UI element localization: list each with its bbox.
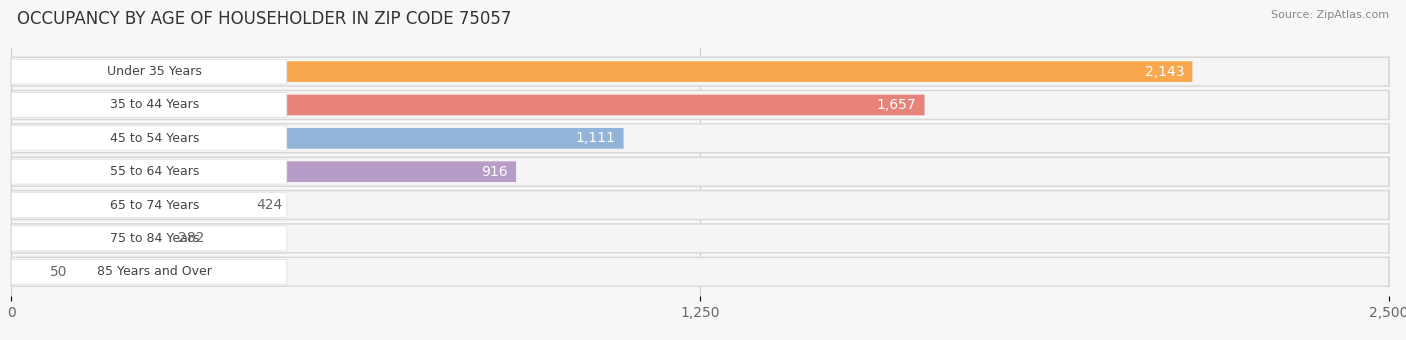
FancyBboxPatch shape bbox=[13, 91, 1388, 119]
FancyBboxPatch shape bbox=[11, 191, 1389, 219]
FancyBboxPatch shape bbox=[13, 58, 1388, 85]
FancyBboxPatch shape bbox=[11, 128, 624, 149]
Text: 45 to 54 Years: 45 to 54 Years bbox=[110, 132, 200, 145]
Text: 916: 916 bbox=[481, 165, 508, 179]
FancyBboxPatch shape bbox=[11, 226, 287, 251]
Text: 50: 50 bbox=[49, 265, 67, 279]
FancyBboxPatch shape bbox=[11, 257, 1389, 286]
FancyBboxPatch shape bbox=[11, 61, 1192, 82]
Text: 424: 424 bbox=[256, 198, 283, 212]
Text: 85 Years and Over: 85 Years and Over bbox=[97, 265, 212, 278]
FancyBboxPatch shape bbox=[11, 195, 245, 216]
Text: OCCUPANCY BY AGE OF HOUSEHOLDER IN ZIP CODE 75057: OCCUPANCY BY AGE OF HOUSEHOLDER IN ZIP C… bbox=[17, 10, 512, 28]
Text: 65 to 74 Years: 65 to 74 Years bbox=[110, 199, 200, 211]
FancyBboxPatch shape bbox=[11, 95, 925, 115]
Text: 1,657: 1,657 bbox=[876, 98, 917, 112]
Text: 35 to 44 Years: 35 to 44 Years bbox=[110, 99, 200, 112]
FancyBboxPatch shape bbox=[11, 228, 167, 249]
FancyBboxPatch shape bbox=[11, 261, 39, 282]
FancyBboxPatch shape bbox=[11, 159, 287, 184]
FancyBboxPatch shape bbox=[11, 91, 1389, 119]
FancyBboxPatch shape bbox=[11, 126, 287, 151]
FancyBboxPatch shape bbox=[13, 125, 1388, 152]
FancyBboxPatch shape bbox=[11, 193, 287, 217]
FancyBboxPatch shape bbox=[11, 59, 287, 84]
FancyBboxPatch shape bbox=[11, 162, 516, 182]
FancyBboxPatch shape bbox=[13, 225, 1388, 252]
FancyBboxPatch shape bbox=[11, 259, 287, 284]
Text: Source: ZipAtlas.com: Source: ZipAtlas.com bbox=[1271, 10, 1389, 20]
FancyBboxPatch shape bbox=[11, 92, 287, 117]
Text: 282: 282 bbox=[177, 232, 204, 245]
Text: 55 to 64 Years: 55 to 64 Years bbox=[110, 165, 200, 178]
FancyBboxPatch shape bbox=[11, 157, 1389, 186]
Text: 75 to 84 Years: 75 to 84 Years bbox=[110, 232, 200, 245]
FancyBboxPatch shape bbox=[11, 224, 1389, 253]
FancyBboxPatch shape bbox=[11, 57, 1389, 86]
Text: 1,111: 1,111 bbox=[575, 131, 616, 145]
FancyBboxPatch shape bbox=[13, 158, 1388, 185]
FancyBboxPatch shape bbox=[13, 191, 1388, 219]
Text: 2,143: 2,143 bbox=[1144, 65, 1184, 79]
Text: Under 35 Years: Under 35 Years bbox=[107, 65, 202, 78]
FancyBboxPatch shape bbox=[13, 258, 1388, 286]
FancyBboxPatch shape bbox=[11, 124, 1389, 153]
